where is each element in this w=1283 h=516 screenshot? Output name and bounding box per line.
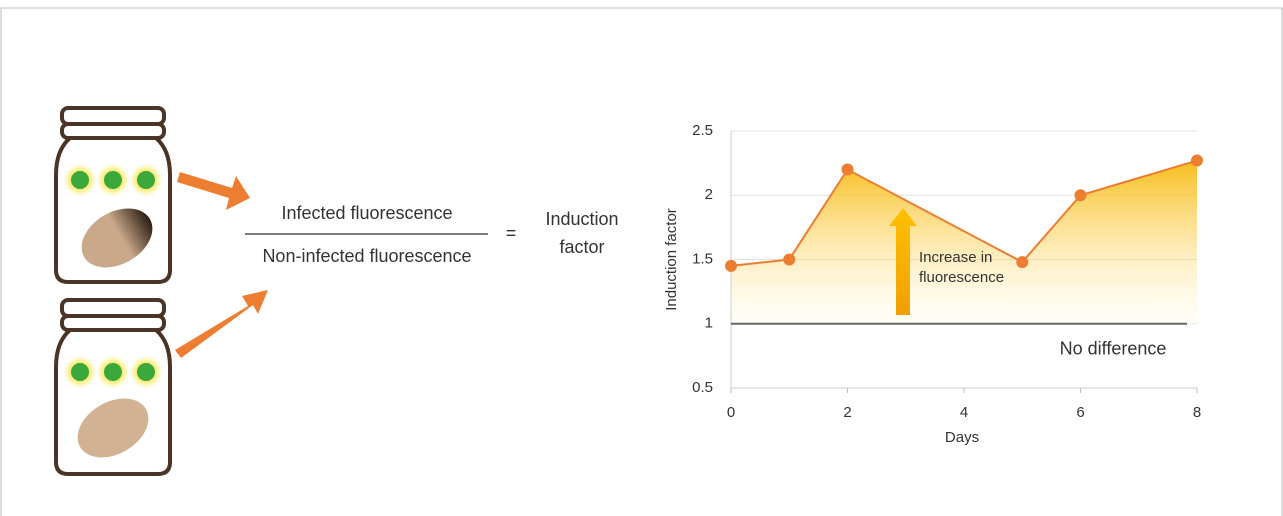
y-tick-label: 1.5: [692, 250, 713, 267]
area: [731, 160, 1197, 324]
y-tick-label: 2.5: [692, 122, 713, 139]
reference-label: No difference: [1060, 339, 1167, 359]
dots: [63, 163, 163, 197]
x-tick-label: 4: [960, 404, 968, 421]
y-axis-label: Induction factor: [663, 208, 680, 311]
arrows: [175, 172, 268, 358]
point: [1191, 154, 1203, 167]
x-tick-label: 0: [727, 404, 735, 421]
y-tick-label: 1: [705, 315, 713, 332]
denominator: Non-infected fluorescence: [262, 246, 471, 266]
bean: [81, 208, 153, 268]
frame: [0, 7, 1283, 516]
dots: [63, 355, 163, 389]
jar-control: [54, 298, 172, 476]
jar-infected: [54, 106, 172, 284]
chart: 0.5 1 1.5 2 2.5 0 2 4 6 8 Days Induction factor No d…: [663, 122, 1203, 446]
point: [841, 163, 854, 176]
result: Induction factor: [545, 209, 619, 257]
annotation-line: Increase in: [919, 249, 992, 266]
point: [783, 253, 796, 266]
x-tick-label: 2: [843, 404, 851, 421]
bean: [77, 398, 149, 458]
annotation-line: fluorescence: [919, 269, 1004, 286]
y-tick-label: 0.5: [692, 379, 713, 396]
x-tick-label: 6: [1076, 404, 1084, 421]
line: [730, 159, 1198, 267]
annotation: Increase in fluorescence: [919, 249, 1004, 286]
increase-arrow: [889, 208, 917, 315]
y-tick-label: 2: [705, 186, 713, 203]
x-axis-label: Days: [945, 429, 979, 446]
equals: =: [506, 223, 517, 243]
point: [725, 259, 737, 272]
point: [1016, 256, 1029, 269]
x-tick-label: 8: [1193, 404, 1201, 421]
point: [1074, 189, 1087, 202]
numerator: Infected fluorescence: [281, 203, 452, 223]
